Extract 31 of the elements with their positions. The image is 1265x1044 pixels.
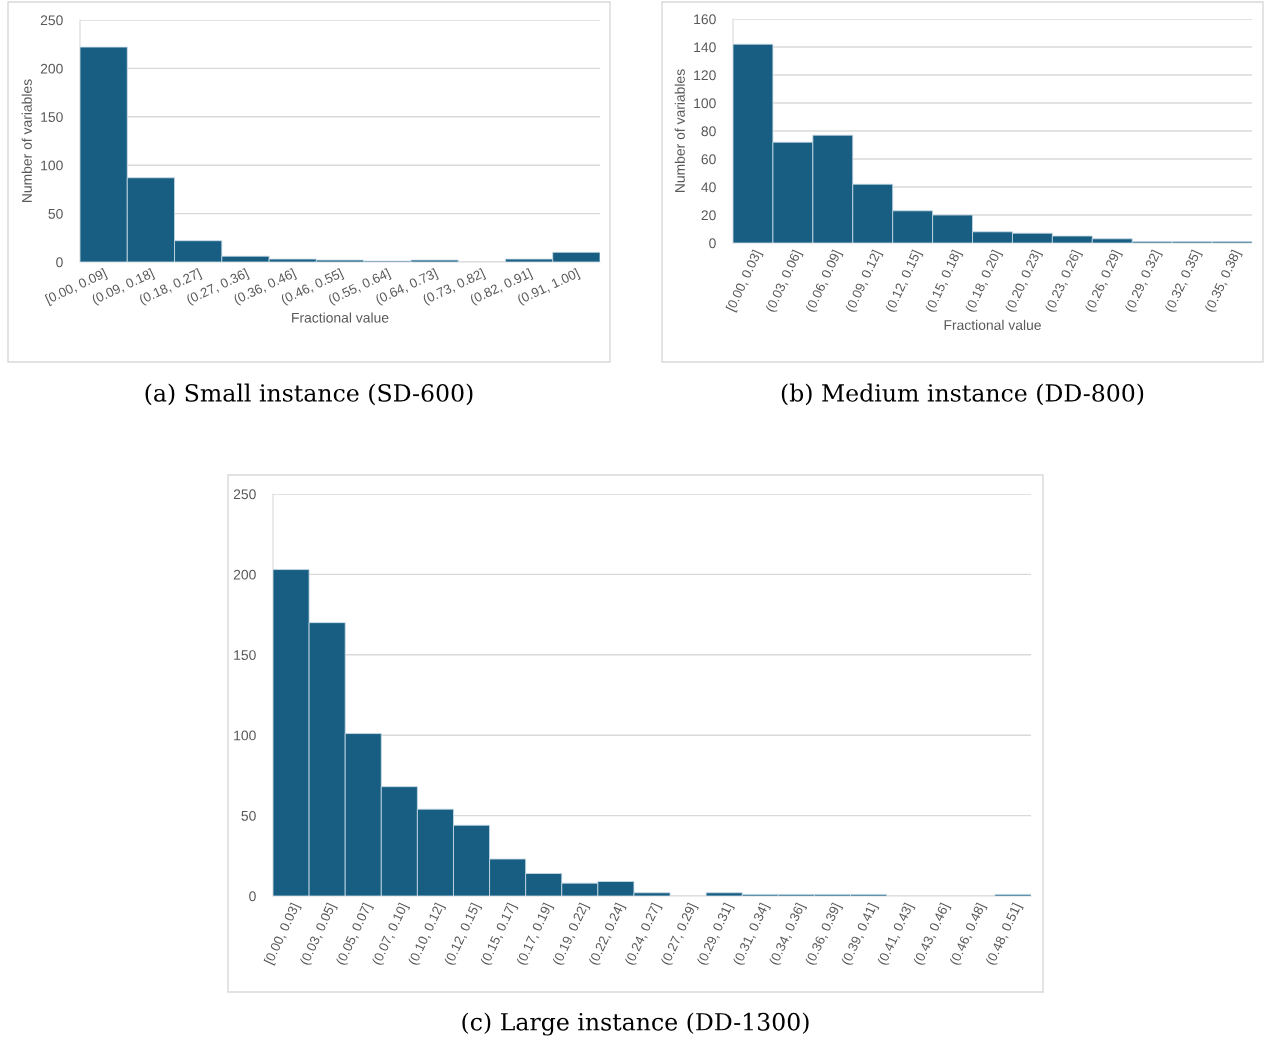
- y-tick-label: 150: [234, 650, 256, 660]
- x-tick-label: (0.09, 0.12]: [844, 249, 884, 314]
- x-axis-title: Fractional value: [292, 312, 389, 323]
- y-tick-label: 0: [249, 891, 256, 902]
- y-tick-label: 250: [233, 489, 256, 500]
- text: (b) Medium instance (DD-800): [781, 383, 1144, 406]
- y-tick-label: 20: [701, 210, 716, 221]
- y-tick-label: 200: [233, 569, 256, 580]
- y-tick-label: 100: [234, 730, 256, 741]
- y-axis-title: Number of variables: [21, 79, 32, 202]
- y-tick-label: 100: [694, 98, 716, 109]
- y-tick-label: 0: [709, 238, 716, 249]
- y-tick-label: 50: [241, 810, 256, 821]
- x-tick-label: (0.12, 0.15]: [884, 249, 924, 314]
- y-tick-label: 250: [40, 15, 63, 26]
- text: (c) Large instance (DD-1300): [462, 1012, 809, 1036]
- y-tick-label: 60: [701, 154, 716, 165]
- y-tick-label: 0: [56, 257, 63, 268]
- y-tick-label: 160: [694, 14, 716, 25]
- y-tick-label: 150: [41, 112, 63, 122]
- y-tick-label: 120: [694, 70, 716, 81]
- y-tick-label: 200: [40, 63, 63, 74]
- y-tick-label: 50: [48, 208, 63, 219]
- y-tick-label: 140: [694, 42, 716, 53]
- text: (a) Small instance (SD-600): [145, 383, 473, 406]
- y-tick-label: 80: [701, 126, 716, 137]
- y-tick-label: 40: [701, 182, 716, 193]
- x-axis-title: Fractional value: [944, 319, 1041, 330]
- x-tick-label: (0.15, 0.18]: [924, 249, 964, 314]
- y-axis-title: Number of variables: [674, 69, 685, 192]
- y-tick-label: 100: [41, 160, 63, 171]
